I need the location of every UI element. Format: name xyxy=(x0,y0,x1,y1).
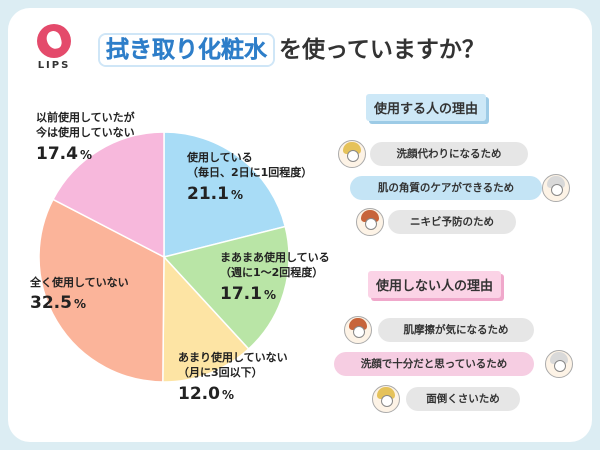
reasons-use-title: 使用する人の理由 xyxy=(366,94,487,121)
slice-label-used-before: 以前使用していたが 今は使用していない 17.4% xyxy=(36,110,135,167)
slice-label-line2: （月に3回以下） xyxy=(178,366,263,380)
avatar-icon xyxy=(356,208,384,236)
slice-label-rarely: あまり使用していない （月に3回以下） 12.0% xyxy=(178,350,288,407)
lips-logo: LIPS xyxy=(32,24,76,71)
reason-bubble: 肌の角質のケアができるため xyxy=(350,176,542,200)
pie-slice-2 xyxy=(162,255,250,383)
reasons-not-use-title: 使用しない人の理由 xyxy=(368,271,502,298)
avatar-icon xyxy=(545,350,573,378)
slice-value: 21.1 xyxy=(187,183,229,204)
reason-bubble: 肌摩擦が気になるため xyxy=(378,318,534,342)
slice-value: 17.4 xyxy=(36,143,78,164)
slice-unit: % xyxy=(221,387,234,402)
pie-slice-4 xyxy=(52,131,165,259)
slice-label-somewhat: まあまあ使用している （週に1〜2回程度） 17.1% xyxy=(220,250,330,307)
page-title: 拭き取り化粧水 を使っていますか？ xyxy=(100,30,485,65)
title-highlight: 拭き取り化粧水 xyxy=(100,35,273,65)
slice-label-line2: （週に1〜2回程度） xyxy=(220,266,324,280)
pie-slice-3 xyxy=(38,198,165,383)
slice-value: 12.0 xyxy=(178,383,220,404)
slice-unit: % xyxy=(263,287,276,302)
slice-value: 17.1 xyxy=(220,283,262,304)
slice-label-never: 全く使用していない 32.5% xyxy=(30,275,129,316)
avatar-icon xyxy=(338,140,366,168)
reason-bubble: 洗顔代わりになるため xyxy=(370,142,528,166)
slice-label-using: 使用している （毎日、2日に1回程度） 21.1% xyxy=(187,150,312,207)
pie-slice-1 xyxy=(162,225,290,351)
slice-unit: % xyxy=(79,147,92,162)
slice-label-line2: （毎日、2日に1回程度） xyxy=(187,166,313,180)
title-rest: を使っていますか？ xyxy=(279,37,485,63)
avatar-icon xyxy=(344,316,372,344)
slice-label-line2: 今は使用していない xyxy=(36,126,135,140)
slice-unit: % xyxy=(230,187,243,202)
avatar-icon xyxy=(372,385,400,413)
pie-slice-0 xyxy=(163,131,287,258)
reason-bubble: 洗顔で十分だと思っているため xyxy=(334,352,534,376)
logo-text: LIPS xyxy=(37,60,71,71)
slice-label-line1: まあまあ使用している xyxy=(220,251,330,264)
slice-label-line1: 使用している xyxy=(187,151,253,164)
slice-label-line1: 以前使用していたが xyxy=(36,111,135,124)
slice-label-line1: 全く使用していない xyxy=(30,276,129,289)
reason-bubble: 面倒くさいため xyxy=(406,387,520,411)
slice-label-line1: あまり使用していない xyxy=(178,351,288,364)
slice-unit: % xyxy=(73,297,86,312)
slice-value: 32.5 xyxy=(30,293,72,314)
avatar-icon xyxy=(542,174,570,202)
lips-logo-icon xyxy=(37,24,71,58)
reason-bubble: ニキビ予防のため xyxy=(388,210,516,234)
